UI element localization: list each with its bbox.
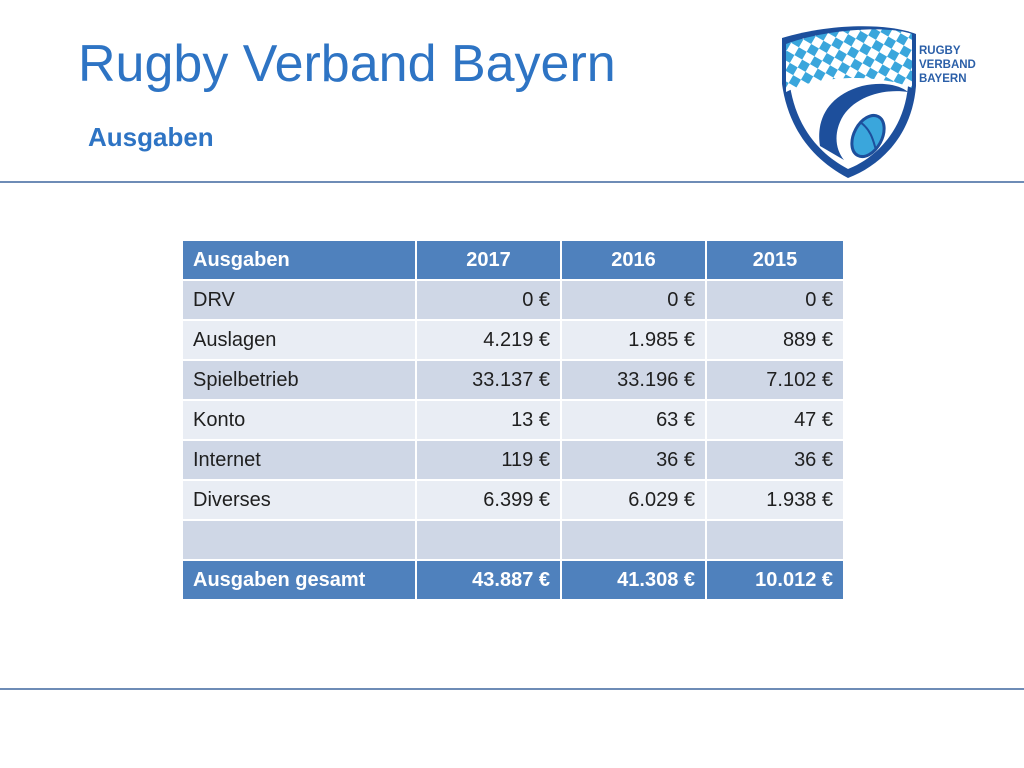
cell-2015: 0 € (705, 279, 845, 321)
table-row: Spielbetrieb 33.137 € 33.196 € 7.102 € (181, 359, 845, 401)
top-divider (0, 181, 1024, 183)
shield-logo-icon (782, 26, 916, 178)
cell-2015: 36 € (705, 439, 845, 481)
total-label: Ausgaben gesamt (181, 559, 417, 601)
cell-2017: 4.219 € (415, 319, 562, 361)
total-2015: 10.012 € (705, 559, 845, 601)
row-label: DRV (181, 279, 417, 321)
cell-2017 (415, 519, 562, 561)
cell-2015 (705, 519, 845, 561)
table-total-row: Ausgaben gesamt 43.887 € 41.308 € 10.012… (181, 559, 845, 601)
rugby-verband-bayern-logo (780, 26, 1000, 181)
table-row: Konto 13 € 63 € 47 € (181, 399, 845, 441)
expenses-table: Ausgaben 2017 2016 2015 DRV 0 € 0 € 0 € … (181, 239, 845, 601)
row-label (181, 519, 417, 561)
table-row-empty (181, 519, 845, 561)
column-header-2016: 2016 (560, 239, 707, 281)
total-2017: 43.887 € (415, 559, 562, 601)
cell-2017: 119 € (415, 439, 562, 481)
logo-wordmark: RUGBY VERBAND BAYERN (919, 44, 976, 86)
row-label: Auslagen (181, 319, 417, 361)
cell-2017: 13 € (415, 399, 562, 441)
cell-2015: 1.938 € (705, 479, 845, 521)
page-title: Rugby Verband Bayern (78, 35, 616, 93)
column-header-2017: 2017 (415, 239, 562, 281)
table-header-row: Ausgaben 2017 2016 2015 (181, 239, 845, 281)
total-2016: 41.308 € (560, 559, 707, 601)
cell-2016: 33.196 € (560, 359, 707, 401)
bottom-divider (0, 688, 1024, 690)
cell-2015: 889 € (705, 319, 845, 361)
logo-line-3: BAYERN (919, 73, 967, 85)
page-subtitle: Ausgaben (88, 122, 214, 152)
cell-2016: 36 € (560, 439, 707, 481)
row-label: Spielbetrieb (181, 359, 417, 401)
cell-2015: 47 € (705, 399, 845, 441)
row-label: Diverses (181, 479, 417, 521)
cell-2016: 63 € (560, 399, 707, 441)
column-header-2015: 2015 (705, 239, 845, 281)
cell-2017: 6.399 € (415, 479, 562, 521)
table-row: Auslagen 4.219 € 1.985 € 889 € (181, 319, 845, 361)
logo-line-1: RUGBY (919, 45, 961, 57)
cell-2017: 0 € (415, 279, 562, 321)
cell-2016 (560, 519, 707, 561)
table-row: Diverses 6.399 € 6.029 € 1.938 € (181, 479, 845, 521)
table-row: Internet 119 € 36 € 36 € (181, 439, 845, 481)
column-header-category: Ausgaben (181, 239, 417, 281)
cell-2016: 1.985 € (560, 319, 707, 361)
cell-2017: 33.137 € (415, 359, 562, 401)
cell-2015: 7.102 € (705, 359, 845, 401)
row-label: Internet (181, 439, 417, 481)
cell-2016: 6.029 € (560, 479, 707, 521)
cell-2016: 0 € (560, 279, 707, 321)
row-label: Konto (181, 399, 417, 441)
table-row: DRV 0 € 0 € 0 € (181, 279, 845, 321)
logo-line-2: VERBAND (919, 59, 976, 71)
